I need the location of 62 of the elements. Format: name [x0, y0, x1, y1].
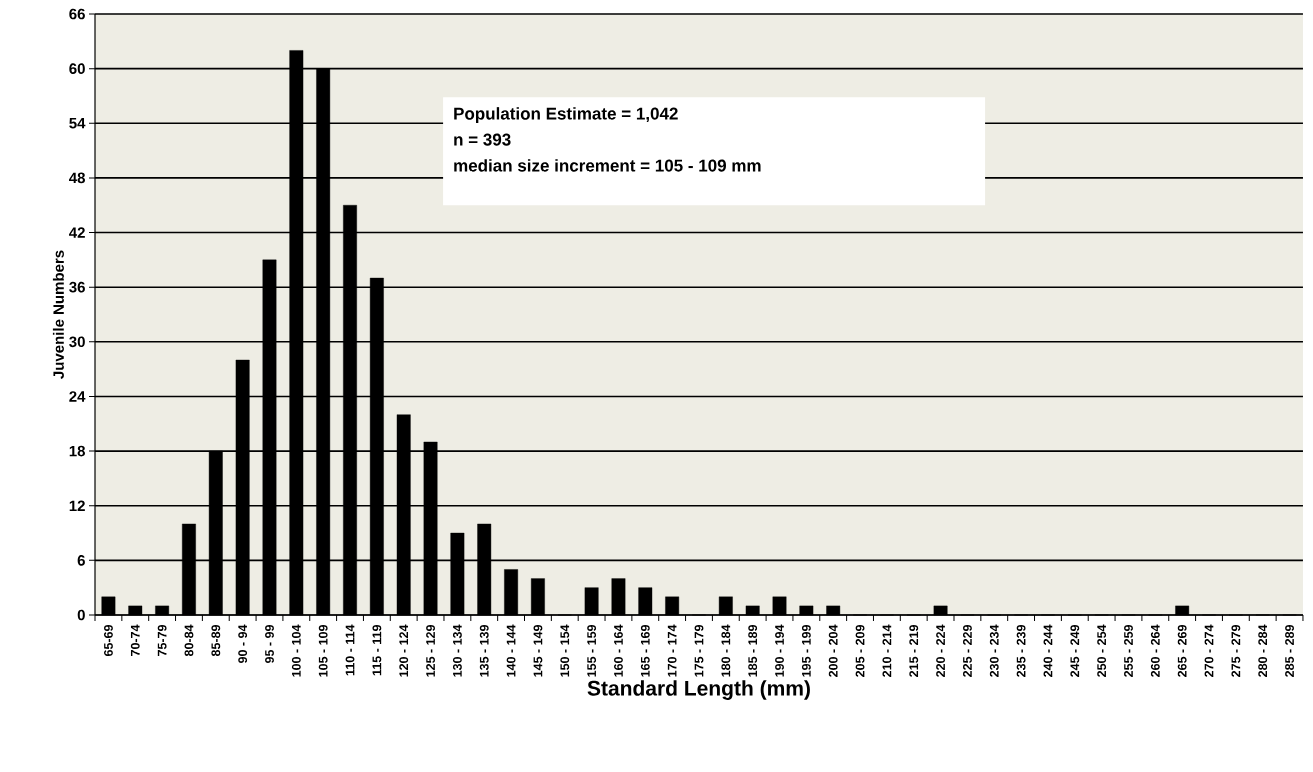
y-tick-label: 60	[69, 63, 85, 74]
x-tick-label: 265 - 269	[1177, 625, 1187, 677]
y-tick-label: 24	[69, 391, 86, 402]
x-tick-label: 220 - 224	[936, 624, 945, 677]
x-tick-label: 200 - 204	[828, 624, 838, 677]
x-tick-label: 75-79	[157, 625, 167, 656]
annotation: n = 393	[454, 133, 511, 146]
y-tick-label: 36	[69, 281, 85, 293]
x-tick-label: 100 - 104	[291, 624, 301, 677]
y-tick-label: 30	[69, 336, 85, 348]
x-axis-title: Standard Length (mm)	[587, 680, 810, 700]
x-tick-label: 240 - 244	[1043, 624, 1053, 677]
x-tick-label: 125 - 129	[426, 625, 435, 677]
x-tick-label: 170 - 174	[667, 624, 677, 677]
x-tick-label: 145 - 149	[533, 625, 543, 677]
x-tick-label: 65-69	[104, 625, 113, 657]
x-tick-label: 135 - 139	[479, 625, 489, 677]
x-tick-label: 70-74	[130, 624, 140, 656]
x-tick-label: 155 - 159	[587, 625, 597, 677]
x-tick-label: 120 - 124	[399, 624, 409, 677]
x-tick-label: 225 - 229	[963, 625, 972, 677]
x-tick-label: 140 - 144	[506, 624, 516, 677]
x-tick-label: 250 - 254	[1097, 624, 1107, 677]
x-tick-label: 115 - 119	[372, 624, 382, 676]
x-tick-label: 205 - 209	[855, 625, 865, 677]
x-tick-label: 275 - 279	[1231, 625, 1241, 677]
x-tick-label: 230 - 234	[989, 624, 999, 677]
x-tick-label: 255 - 259	[1124, 625, 1133, 677]
annotation: Population Estimate = 1,042	[454, 107, 678, 123]
x-tick-label: 85-89	[211, 625, 221, 657]
x-tick-label: 260 - 264	[1150, 624, 1160, 677]
y-tick-label: 18	[69, 445, 85, 457]
x-tick-label: 215 - 219	[909, 625, 919, 677]
y-tick-label: 6	[77, 555, 85, 566]
x-tick-label: 195 - 199	[801, 625, 811, 677]
x-tick-label: 110 - 114	[345, 624, 355, 676]
x-tick-label: 130 - 134	[452, 624, 462, 677]
x-tick-label: 190 - 194	[775, 624, 784, 677]
y-tick-label: 54	[69, 118, 86, 129]
x-tick-label: 210 - 214	[882, 624, 892, 677]
y-tick-label: 66	[69, 8, 85, 20]
y-tick-label: 0	[77, 609, 85, 621]
x-tick-label: 105 - 109	[318, 625, 328, 677]
x-tick-label: 90 - 94	[238, 624, 248, 664]
x-tick-label: 185 - 189	[748, 625, 758, 677]
y-axis-title: Juvenile Numbers	[52, 250, 64, 379]
x-tick-label: 235 - 239	[1016, 625, 1026, 677]
y-tick-label: 12	[69, 500, 85, 511]
x-tick-label: 280 - 284	[1258, 624, 1268, 677]
x-tick-label: 165 - 169	[640, 625, 650, 677]
annotation: median size increment = 105 - 109 mm	[454, 159, 761, 172]
y-tick-label: 42	[69, 227, 85, 238]
x-tick-label: 150 - 154	[560, 624, 570, 677]
x-tick-label: 160 - 164	[614, 624, 623, 677]
x-tick-label: 245 - 249	[1070, 625, 1080, 677]
x-tick-label: 95 - 99	[265, 625, 274, 664]
x-tick-label: 285 - 289	[1285, 625, 1294, 677]
x-tick-label: 270 - 274	[1204, 624, 1214, 677]
x-tick-label: 175 - 179	[694, 625, 704, 677]
x-tick-label: 180 - 184	[721, 624, 731, 677]
y-tick-label: 48	[69, 172, 85, 184]
x-tick-label: 80-84	[184, 624, 194, 657]
